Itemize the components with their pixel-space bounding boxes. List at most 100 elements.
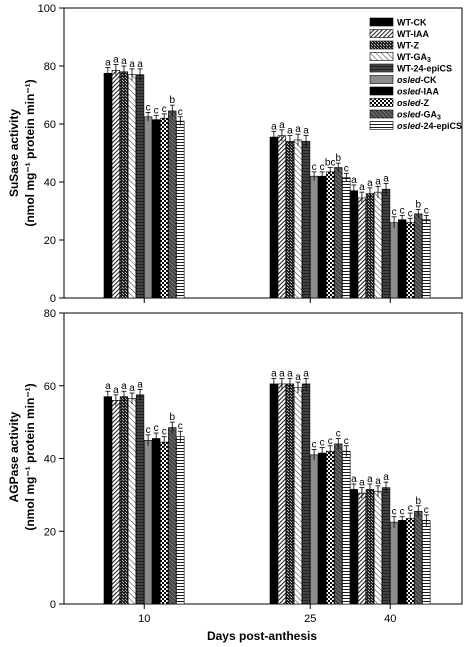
bar: [389, 222, 399, 299]
y-tick-label: 100: [38, 3, 56, 15]
bar: [160, 441, 169, 605]
significance-letter: c: [146, 102, 151, 113]
bar: [414, 510, 423, 605]
significance-letter: c: [178, 107, 183, 118]
significance-letter: c: [408, 503, 413, 514]
legend-swatch: [369, 86, 394, 96]
y-tick-label: 60: [44, 119, 56, 131]
bar: [127, 74, 137, 299]
legend-item: osled-IAA: [369, 86, 440, 97]
significance-letter: a: [279, 368, 285, 379]
bar: [365, 193, 375, 299]
legend-item: WT-IAA: [369, 29, 429, 39]
significance-letter: a: [279, 120, 285, 131]
significance-letter: c: [336, 428, 341, 439]
significance-letter: c: [154, 423, 159, 434]
bar: [365, 489, 375, 605]
bar: [326, 171, 335, 299]
bar: [301, 141, 311, 299]
legend-label: osled-CK: [397, 75, 437, 85]
significance-letter: a: [129, 383, 135, 394]
legend-item: WT-24-epiCS: [369, 64, 452, 74]
legend-swatch: [369, 40, 394, 50]
susase-y-axis-label: SuSase activity: [7, 109, 21, 197]
significance-letter: a: [295, 372, 301, 383]
significance-letter: c: [162, 427, 167, 438]
significance-letter: c: [424, 205, 429, 216]
significance-letter: a: [271, 121, 277, 132]
significance-letter: a: [295, 124, 301, 135]
bar: [381, 188, 391, 299]
bar: [127, 398, 137, 605]
significance-letter: a: [367, 474, 373, 485]
significance-letter: a: [359, 182, 365, 193]
bar: [373, 191, 383, 299]
significance-letter: a: [113, 55, 119, 66]
significance-letter: c: [312, 439, 317, 450]
y-tick-label: 40: [44, 177, 56, 189]
bar: [277, 383, 287, 605]
bar: [357, 197, 367, 299]
bar: [269, 383, 278, 605]
legend-swatch: [369, 98, 394, 107]
bar: [277, 135, 287, 299]
y-tick-label: 80: [44, 61, 56, 73]
bar: [406, 518, 415, 605]
bar: [119, 71, 129, 299]
bar: [160, 117, 169, 299]
agpase-y-axis-unit: (nmol mg⁻¹ protein min⁻¹): [23, 383, 37, 530]
x-tick-label: 25: [304, 613, 316, 625]
bar: [285, 141, 295, 299]
legend-item: WT-Z: [369, 40, 419, 51]
bar: [342, 450, 351, 605]
significance-letter: bc: [325, 158, 336, 169]
legend-item: osled-CK: [369, 75, 437, 85]
legend-swatch: [369, 52, 394, 61]
bar: [111, 399, 121, 605]
legend-item: osled-24-epiCS: [369, 121, 462, 131]
susase-y-axis-unit: (nmol mg⁻¹ protein min⁻¹): [23, 79, 37, 226]
bar: [103, 396, 112, 605]
legend-label: osled-Z: [397, 98, 430, 108]
bar: [143, 440, 153, 605]
y-tick-label: 20: [44, 235, 56, 247]
significance-letter: c: [400, 205, 405, 216]
significance-letter: a: [129, 59, 135, 70]
significance-letter: c: [344, 436, 349, 447]
significance-letter: a: [113, 385, 119, 396]
legend-item: osled-GA3: [369, 110, 441, 122]
significance-letter: c: [424, 505, 429, 516]
significance-letter: c: [344, 163, 349, 174]
legend-label: osled-IAA: [397, 87, 440, 97]
bar: [309, 175, 319, 299]
significance-letter: a: [105, 57, 111, 68]
legend-item: WT-CK: [369, 18, 427, 28]
significance-letter: a: [375, 176, 381, 187]
significance-letter: a: [351, 175, 357, 186]
significance-letter: a: [351, 474, 357, 485]
bar: [326, 450, 335, 605]
bar: [317, 452, 327, 605]
bar: [152, 438, 161, 605]
bar: [334, 443, 343, 605]
bar: [293, 139, 303, 299]
significance-letter: c: [162, 104, 167, 115]
bar: [103, 72, 112, 299]
significance-letter: a: [137, 379, 143, 390]
legend-swatch: [369, 29, 394, 38]
bar: [168, 110, 177, 299]
y-tick-label: 20: [44, 526, 56, 538]
legend-label: osled-GA3: [397, 110, 441, 122]
bar: [168, 427, 177, 605]
bar: [152, 119, 161, 299]
x-tick-label: 40: [384, 613, 396, 625]
significance-letter: c: [178, 421, 183, 432]
x-tick-label: 10: [138, 613, 150, 625]
bar: [422, 219, 431, 299]
significance-letter: c: [320, 162, 325, 173]
